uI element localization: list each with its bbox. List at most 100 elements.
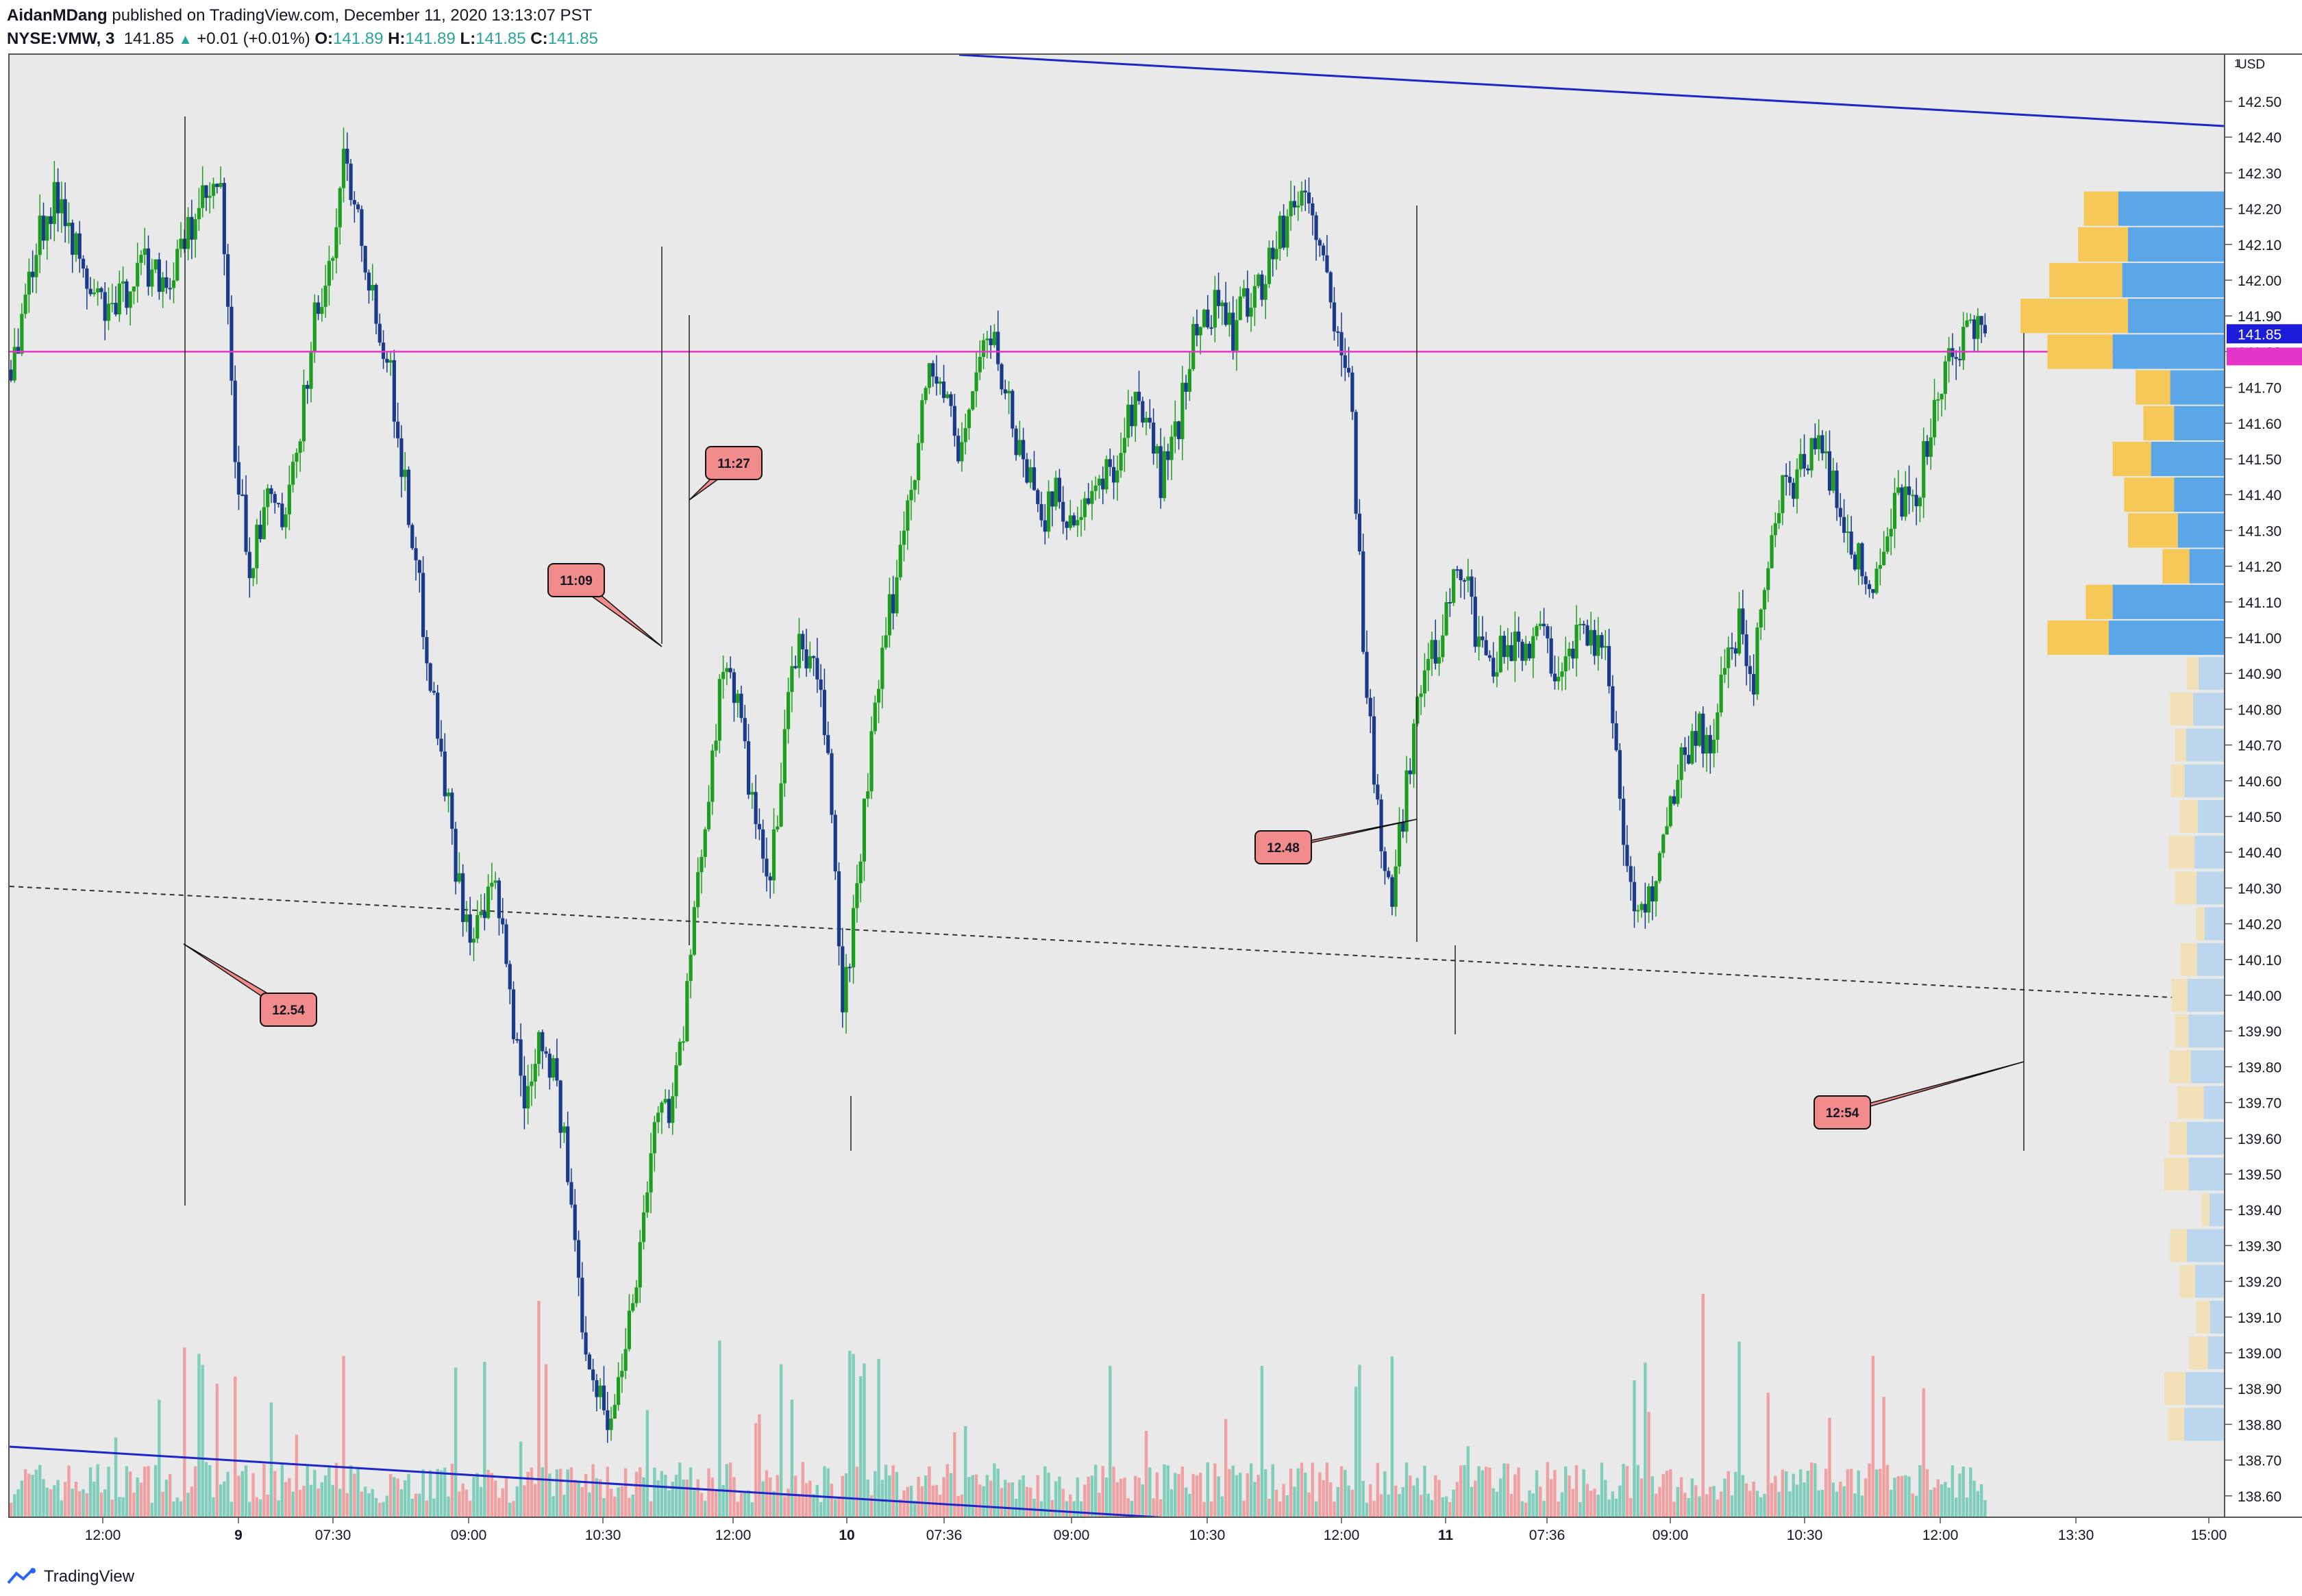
candle <box>1141 401 1145 423</box>
currency-label: USD <box>2238 58 2265 72</box>
volume-bar <box>1690 1478 1694 1517</box>
volume-bar <box>747 1490 750 1517</box>
volume-bar <box>1665 1470 1669 1517</box>
volume-profile-faint <box>2168 1408 2184 1441</box>
volume-bar <box>323 1475 327 1517</box>
candle <box>1187 369 1191 392</box>
price-tick-label: 142.40 <box>2238 130 2281 146</box>
volume-bar <box>1274 1490 1278 1517</box>
volume-bar <box>1766 1393 1770 1517</box>
volume-bar <box>317 1488 320 1517</box>
candle <box>1531 636 1535 659</box>
candle <box>1846 532 1850 534</box>
candle <box>967 409 971 428</box>
candle <box>31 271 35 277</box>
volume-bar <box>623 1468 628 1517</box>
volume-bar <box>663 1475 667 1517</box>
candle <box>1676 780 1680 804</box>
candle <box>1737 608 1742 654</box>
volume-bar <box>942 1477 945 1517</box>
candle <box>114 303 118 315</box>
candle <box>536 1032 541 1064</box>
volume-profile-up <box>2122 262 2224 298</box>
volume-bar <box>490 1473 494 1517</box>
candle <box>1274 249 1278 260</box>
symbol-label[interactable]: NYSE:VMW, 3 <box>7 29 115 48</box>
tradingview-logo-icon[interactable] <box>7 1568 38 1586</box>
price-tick-label: 140.20 <box>2238 917 2281 933</box>
volume-bar <box>1961 1467 1965 1517</box>
candle <box>316 302 321 314</box>
candle <box>1350 372 1354 412</box>
candle <box>533 1064 537 1082</box>
volume-bar <box>956 1496 960 1517</box>
candle <box>1498 636 1502 673</box>
volume-bar <box>1951 1465 1955 1517</box>
volume-bar <box>1271 1464 1274 1517</box>
volume-bar <box>1820 1489 1824 1517</box>
candle <box>417 560 421 573</box>
volume-bar <box>512 1501 515 1517</box>
candle <box>602 1385 606 1410</box>
candle <box>866 791 870 799</box>
volume-bar <box>1109 1366 1112 1517</box>
candle <box>1419 693 1423 697</box>
candle <box>349 163 353 201</box>
volume-bar <box>1517 1467 1520 1517</box>
price-tick-label: 140.60 <box>2238 774 2281 790</box>
candle <box>1701 713 1705 754</box>
candle <box>1929 437 1933 457</box>
candle <box>511 989 516 1040</box>
volume-bar <box>569 1467 573 1517</box>
candle <box>508 964 512 990</box>
candle <box>1148 417 1152 423</box>
price-tick-label: 141.90 <box>2238 309 2281 325</box>
volume-bar <box>1314 1501 1318 1517</box>
candle <box>20 314 24 354</box>
candle <box>197 208 201 220</box>
candle <box>501 918 505 925</box>
volume-bar <box>1904 1475 1907 1517</box>
candle <box>323 286 327 308</box>
volume-bar <box>1568 1475 1571 1517</box>
volume-bar <box>924 1475 928 1517</box>
volume-bar <box>338 1488 342 1517</box>
volume-bar <box>653 1467 656 1517</box>
volume-bar <box>1423 1465 1426 1517</box>
candle <box>1748 666 1752 674</box>
candle <box>1011 390 1015 429</box>
candle <box>663 1099 667 1103</box>
candle <box>1176 421 1181 440</box>
candle <box>450 793 454 830</box>
candle <box>569 1182 573 1205</box>
volume-bar <box>902 1490 906 1517</box>
footer-brand[interactable]: TradingView <box>44 1567 135 1586</box>
volume-bar <box>1582 1469 1585 1517</box>
volume-bar <box>1788 1491 1792 1517</box>
candle <box>392 360 396 422</box>
candle <box>385 358 389 363</box>
volume-bar <box>16 1489 20 1517</box>
volume-bar <box>1104 1477 1109 1517</box>
candle <box>71 223 75 255</box>
volume-bar <box>710 1477 714 1517</box>
author-name[interactable]: AidanMDang <box>7 6 108 25</box>
volume-bar <box>534 1484 537 1517</box>
volume-bar <box>704 1501 707 1517</box>
candle <box>544 1051 548 1054</box>
volume-bar <box>96 1464 99 1517</box>
volume-bar <box>935 1484 939 1517</box>
candle <box>1263 284 1267 300</box>
volume-bar <box>515 1486 519 1517</box>
candle <box>1520 641 1524 661</box>
time-tick-label: 10:30 <box>585 1528 621 1543</box>
price-axis[interactable] <box>2225 53 2302 1518</box>
candle <box>1711 739 1716 753</box>
candle <box>526 1086 530 1109</box>
volume-bar <box>1174 1473 1177 1517</box>
volume-profile-faint <box>2187 979 2224 1012</box>
volume-bar <box>393 1477 396 1517</box>
line-price-marker <box>2227 347 2302 366</box>
candle <box>736 693 740 703</box>
volume-bar <box>1792 1473 1795 1517</box>
